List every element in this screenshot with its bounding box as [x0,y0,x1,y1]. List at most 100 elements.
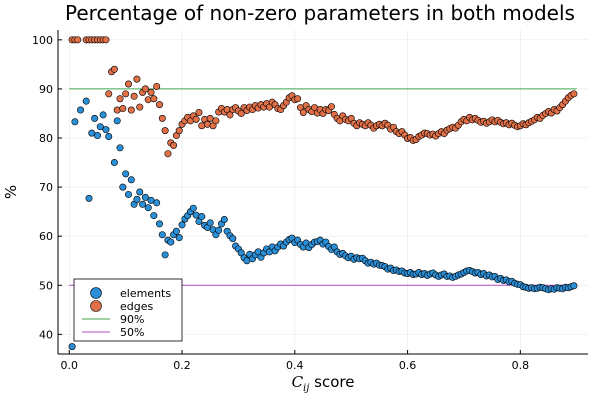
point-1-19 [127,106,135,114]
x-axis-label-text: score [309,373,354,391]
point-1-80 [299,108,307,116]
point-0-36 [178,221,186,229]
point-1-30 [158,114,166,122]
y-tick-label-6: 100 [32,34,53,47]
point-0-24 [144,204,152,212]
point-0-49 [215,226,223,234]
point-0-28 [155,220,163,228]
point-0-2 [77,106,85,114]
point-0-8 [96,123,104,131]
point-0-12 [110,159,118,167]
point-1-15 [116,95,124,103]
point-0-4 [85,194,93,202]
point-0-0 [68,343,76,351]
point-1-78 [294,95,302,103]
point-0-20 [133,195,141,203]
point-0-26 [150,212,158,220]
point-0-175 [570,282,578,290]
x-axis-label-symbol: C [292,373,304,391]
x-tick-label-1: 0.2 [173,359,191,372]
legend-label-3: 50% [120,326,144,339]
point-1-17 [122,90,130,98]
point-1-28 [153,82,161,90]
point-1-2 [74,36,82,44]
y-tick-label-3: 70 [39,181,53,194]
point-1-54 [226,111,234,119]
legend-marker-0 [90,287,102,299]
point-0-15 [119,183,127,191]
legend-marker-1 [90,300,102,312]
point-1-49 [212,117,220,125]
point-0-40 [189,204,197,212]
point-1-21 [133,75,141,83]
point-0-18 [127,176,135,184]
data-points [68,36,578,351]
axes [57,30,588,355]
y-tick-label-0: 40 [39,328,53,341]
point-0-51 [220,215,228,223]
y-tick-label-5: 90 [39,83,53,96]
point-1-90 [327,103,335,111]
point-0-17 [124,190,132,198]
x-tick-label-4: 0.8 [512,359,530,372]
point-0-6 [91,114,99,122]
point-0-34 [172,227,180,235]
point-0-21 [136,188,144,196]
point-1-58 [237,109,245,117]
point-1-31 [161,127,169,135]
point-1-16 [119,105,127,113]
point-1-32 [164,150,172,158]
tick-labels: 0.0 0.2 0.4 0.6 0.8 40 50 60 70 80 90 100 [32,34,529,372]
y-tick-label-2: 60 [39,230,53,243]
point-0-13 [113,117,121,125]
point-0-22 [139,200,147,208]
point-1-11 [105,90,113,98]
point-1-13 [110,65,118,73]
chart-title: Percentage of non-zero parameters in bot… [65,1,575,25]
y-tick-label-4: 80 [39,132,53,145]
legend-label-2: 90% [120,313,144,326]
point-0-30 [161,251,169,259]
point-1-36 [175,127,183,135]
point-0-23 [141,193,149,201]
y-axis-label: % [2,185,20,199]
point-0-11 [105,133,113,141]
point-1-176 [570,90,578,98]
point-0-29 [158,231,166,239]
legend-label-1: edges [120,300,154,313]
point-1-43 [195,108,203,116]
point-1-25 [144,96,152,104]
point-0-10 [102,126,110,134]
point-0-27 [153,199,161,207]
point-1-27 [150,95,158,103]
x-axis-label: Cij score [292,373,355,394]
point-0-14 [116,144,124,152]
point-1-29 [155,101,163,109]
x-axis-label-subscript: ij [303,383,309,394]
x-tick-label-3: 0.6 [399,359,417,372]
point-0-16 [122,170,130,178]
point-1-18 [124,80,132,88]
x-tick-label-2: 0.4 [286,359,304,372]
point-1-34 [170,141,178,149]
point-0-7 [93,132,101,140]
x-tick-label-0: 0.0 [61,359,79,372]
point-1-26 [147,88,155,96]
point-0-35 [175,234,183,242]
point-0-32 [167,238,175,246]
series-0 [68,97,578,351]
series-1 [68,36,578,158]
point-0-46 [206,219,214,227]
legend-label-0: elements [120,287,171,300]
point-0-9 [99,111,107,119]
point-1-22 [136,103,144,111]
point-0-3 [82,97,90,105]
y-tick-label-1: 50 [39,279,53,292]
point-0-1 [71,118,79,126]
point-1-24 [141,85,149,93]
point-1-20 [130,92,138,100]
point-1-42 [192,115,200,123]
point-0-54 [229,235,237,243]
